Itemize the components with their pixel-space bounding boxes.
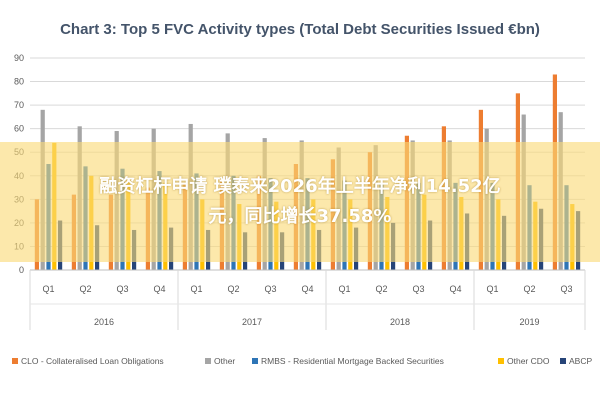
y-tick-label: 90 (14, 53, 24, 63)
y-tick-label: 0 (19, 265, 24, 275)
x-tick-label: Q3 (412, 284, 424, 294)
legend-label-2: RMBS - Residential Mortgage Backed Secur… (261, 356, 444, 366)
legend-label-0: CLO - Collateralised Loan Obligations (21, 356, 164, 366)
x-tick-label: Q4 (153, 284, 165, 294)
overlay-text: 融资杠杆申请 璞泰来2026年上半年净利14.52亿 元，同比增长37.58% (20, 172, 580, 232)
y-tick-label: 70 (14, 100, 24, 110)
chart-title: Chart 3: Top 5 FVC Activity types (Total… (60, 21, 540, 38)
y-tick-label: 80 (14, 77, 24, 87)
x-tick-label: Q2 (375, 284, 387, 294)
overlay-banner[interactable]: 融资杠杆申请 璞泰来2026年上半年净利14.52亿 元，同比增长37.58% (0, 142, 600, 262)
x-tick-label: Q1 (486, 284, 498, 294)
legend-swatch-1 (205, 358, 211, 364)
x-tick-label: Q1 (42, 284, 54, 294)
y-tick-label: 60 (14, 124, 24, 134)
x-tick-label: Q1 (338, 284, 350, 294)
legend: CLO - Collateralised Loan Obligations Oth… (12, 356, 592, 366)
x-tick-label: Q4 (449, 284, 461, 294)
legend-swatch-3 (498, 358, 504, 364)
legend-swatch-2 (252, 358, 258, 364)
legend-swatch-0 (12, 358, 18, 364)
legend-swatch-4 (560, 358, 566, 364)
x-tick-label: Q4 (301, 284, 313, 294)
x-tick-label: Q2 (79, 284, 91, 294)
year-label-2017: 2017 (242, 317, 262, 327)
x-tick-label: Q3 (264, 284, 276, 294)
legend-label-3: Other CDO (507, 356, 550, 366)
x-tick-label: Q1 (190, 284, 202, 294)
year-label-2016: 2016 (94, 317, 114, 327)
x-tick-label: Q2 (227, 284, 239, 294)
year-label-2019: 2019 (519, 317, 539, 327)
x-tick-label: Q2 (523, 284, 535, 294)
legend-label-1: Other (214, 356, 235, 366)
x-tick-label: Q3 (116, 284, 128, 294)
overlay-line-2: 元，同比增长37.58% (208, 206, 392, 227)
year-label-2018: 2018 (390, 317, 410, 327)
x-tick-label: Q3 (560, 284, 572, 294)
overlay-line-1: 融资杠杆申请 璞泰来2026年上半年净利14.52亿 (99, 176, 501, 197)
legend-label-4: ABCP (569, 356, 592, 366)
x-axis: Q1 Q2 Q3 Q4 Q1 Q2 Q3 Q4 Q1 Q2 Q3 Q4 Q1 Q2 Q3 2016 2017 20… (29, 269, 586, 330)
